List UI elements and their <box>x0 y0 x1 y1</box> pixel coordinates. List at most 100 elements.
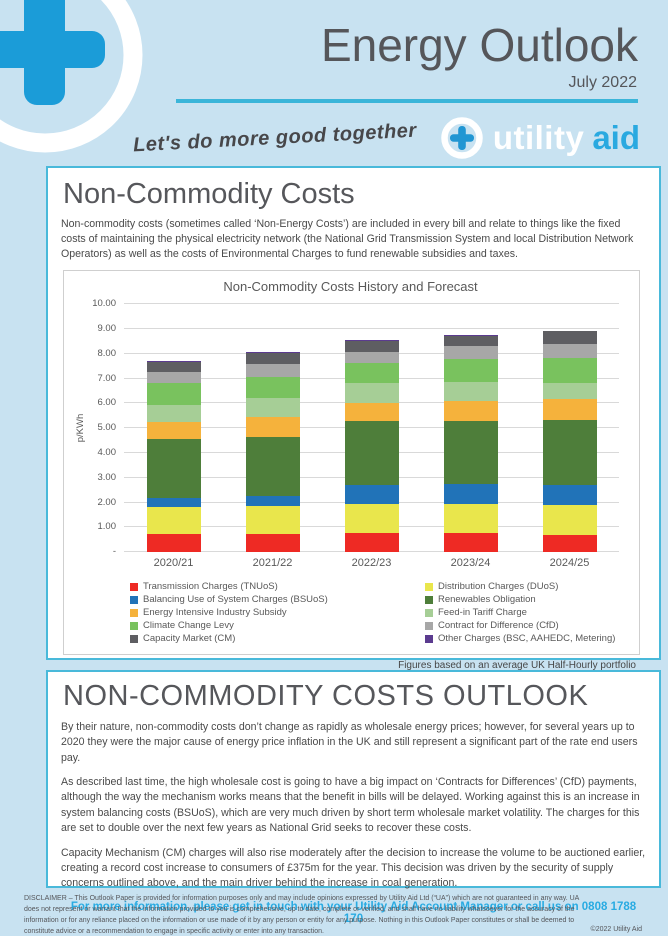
legend-swatch <box>425 582 433 591</box>
copyright-text: ©2022 Utility Aid <box>590 926 642 934</box>
legend-label: Climate Change Levy <box>143 620 234 632</box>
section2-heading: NON-COMMODITY COSTS OUTLOOK <box>63 680 589 712</box>
legend-item: Renewables Obligation <box>425 594 633 605</box>
gridline <box>124 303 619 305</box>
stacked-bar-2022/23 <box>344 339 399 553</box>
legend-item: Other Charges (BSC, AAHEDC, Metering) <box>425 633 633 644</box>
bar-segment <box>443 504 498 534</box>
bar-segment <box>245 496 300 507</box>
y-tick-label: 10.00 <box>92 298 116 310</box>
bar-segment <box>146 422 201 439</box>
bar-segment <box>443 381 498 401</box>
bar-segment <box>344 421 399 486</box>
legend-label: Contract for Difference (CfD) <box>438 620 559 632</box>
y-axis-label-box: p/KWh <box>68 304 86 552</box>
y-tick-label: 2.00 <box>97 496 117 508</box>
bar-column <box>124 304 223 553</box>
legend-item: Capacity Market (CM) <box>130 633 425 644</box>
header-divider <box>176 99 638 103</box>
tagline: Let's do more good together <box>132 119 418 156</box>
legend-item: Distribution Charges (DUoS) <box>425 581 633 592</box>
issue-date: July 2022 <box>568 74 638 91</box>
bar-segment <box>443 335 498 347</box>
chart-title: Non-Commodity Costs History and Forecast <box>223 279 478 295</box>
y-tick-label: 7.00 <box>97 372 117 384</box>
stacked-bar-2020/21 <box>146 360 201 553</box>
legend-item: Balancing Use of System Charges (BSUoS) <box>130 594 425 605</box>
bar-segment <box>344 363 399 384</box>
section-non-commodity-costs: Non-Commodity Costs Non-commodity costs … <box>46 166 661 671</box>
bar-segment <box>344 340 399 352</box>
bar-column <box>322 304 421 553</box>
chart-legend: Transmission Charges (TNUoS) Distribution… <box>130 581 633 644</box>
bar-segment <box>443 400 498 422</box>
bar-segment <box>344 403 399 422</box>
bar-segment <box>146 360 201 362</box>
x-tick-label: 2020/21 <box>153 557 194 570</box>
legend-swatch <box>425 621 433 630</box>
legend-label: Other Charges (BSC, AAHEDC, Metering) <box>438 633 616 645</box>
disclaimer-text: DISCLAIMER – This Outlook Paper is provi… <box>24 895 579 935</box>
section1-heading: Non-Commodity Costs <box>63 178 355 210</box>
x-tick-label: 2024/25 <box>549 557 590 570</box>
bar-segment <box>245 363 300 378</box>
x-tick-label: 2022/23 <box>351 557 392 570</box>
legend-item: Climate Change Levy <box>130 620 425 631</box>
bar-column <box>223 304 322 553</box>
bar-segment <box>245 351 300 353</box>
legend-label: Distribution Charges (DUoS) <box>438 581 559 593</box>
plus-circle-icon <box>441 117 483 159</box>
section-outlook: NON-COMMODITY COSTS OUTLOOK By their nat… <box>46 670 661 925</box>
bar-segment <box>443 483 498 505</box>
bar-segment <box>542 534 597 553</box>
bar-segment <box>344 339 399 341</box>
y-tick-label: 5.00 <box>97 422 117 434</box>
legend-item: Energy Intensive Industry Subsidy <box>130 607 425 618</box>
legend-swatch <box>425 634 433 643</box>
bar-segment <box>245 416 300 437</box>
legend-label: Feed-in Tariff Charge <box>438 607 527 619</box>
bar-segment <box>443 358 498 382</box>
bar-segment <box>344 485 399 505</box>
legend-label: Capacity Market (CM) <box>143 633 236 645</box>
bar-segment <box>146 533 201 553</box>
y-axis-ticks: - 1.00 2.00 3.00 4.00 5.00 6.00 7.00 8.00 9.00 10.… <box>84 298 124 557</box>
y-tick-label: 3.00 <box>97 471 117 483</box>
bar-segment <box>542 485 597 506</box>
utility-aid-logo: utility aid <box>439 115 640 161</box>
legend-swatch <box>130 582 138 591</box>
bar-segment <box>542 357 597 384</box>
bar-segment <box>542 420 597 486</box>
plot-area <box>124 303 619 553</box>
brand-aid-text: aid <box>592 119 640 156</box>
x-tick-label: 2021/22 <box>252 557 293 570</box>
bar-segment <box>146 438 201 499</box>
bar-segment <box>344 351 399 364</box>
legend-item: Contract for Difference (CfD) <box>425 620 633 631</box>
header-right: Energy Outlook July 2022 Let's do more g… <box>0 0 668 161</box>
bar-segment <box>146 498 201 508</box>
bar-segment <box>542 343 597 358</box>
legend-swatch <box>130 608 138 617</box>
bar-segment <box>542 331 597 344</box>
footer: DISCLAIMER – This Outlook Paper is provi… <box>0 888 668 936</box>
contact-cta: For more information, please get in touc… <box>70 900 637 925</box>
bar-segment <box>245 352 300 364</box>
stacked-bar-2024/25 <box>542 330 597 553</box>
x-axis-labels: 2020/21 2021/22 2022/23 2023/24 2024/25 <box>124 557 619 569</box>
legend-item: Transmission Charges (TNUoS) <box>130 581 425 592</box>
header-bottom-row: Let's do more good together utility aid <box>0 115 668 161</box>
bar-segment <box>542 383 597 399</box>
legend-swatch <box>130 621 138 630</box>
outlook-paragraph-2: As described last time, the high wholesa… <box>61 776 640 835</box>
bar-segment <box>146 405 201 423</box>
y-tick-label: 9.00 <box>97 322 117 334</box>
legend-swatch <box>130 634 138 643</box>
bar-segment <box>443 346 498 359</box>
stacked-bar-2023/24 <box>443 334 498 553</box>
legend-label: Transmission Charges (TNUoS) <box>143 581 278 593</box>
legend-item: Feed-in Tariff Charge <box>425 607 633 618</box>
y-tick-label: 4.00 <box>97 446 117 458</box>
legend-label: Energy Intensive Industry Subsidy <box>143 607 287 619</box>
bar-segment <box>344 383 399 404</box>
